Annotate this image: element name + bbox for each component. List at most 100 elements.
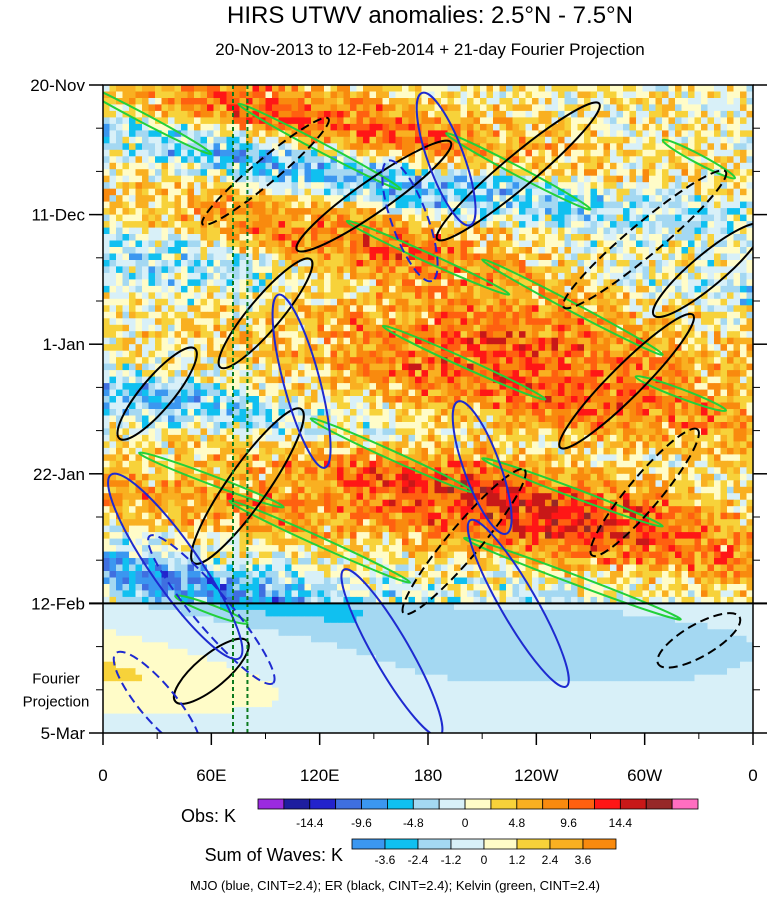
field-cell — [493, 337, 500, 345]
field-cell — [642, 162, 650, 170]
field-cell — [181, 98, 188, 105]
field-cell — [304, 363, 312, 371]
field-cell — [389, 188, 396, 196]
field-cell — [239, 98, 247, 105]
field-cell — [727, 104, 734, 112]
field-cell — [148, 188, 156, 196]
field-cell — [610, 156, 617, 164]
field-cell — [577, 85, 585, 92]
field-cell — [454, 201, 461, 209]
field-cell — [122, 253, 130, 261]
field-cell — [317, 324, 325, 332]
field-cell — [369, 91, 377, 99]
field-cell — [252, 130, 260, 138]
field-cell — [187, 285, 195, 293]
field-cell — [668, 389, 676, 397]
field-cell — [408, 389, 416, 397]
field-cell — [428, 279, 435, 287]
field-cell — [707, 318, 715, 326]
field-cell — [337, 169, 344, 177]
field-cell — [584, 117, 591, 125]
field-cell — [317, 311, 325, 319]
field-cell — [252, 370, 260, 377]
field-cell — [538, 214, 546, 222]
field-cell — [662, 266, 669, 274]
field-cell — [226, 305, 234, 313]
field-cell — [369, 162, 377, 170]
field-cell — [369, 188, 377, 196]
field-cell — [649, 370, 656, 377]
field-cell — [584, 357, 591, 365]
field-cell — [226, 234, 234, 241]
field-cell — [389, 247, 396, 254]
field-cell — [473, 117, 481, 125]
field-cell — [278, 389, 286, 397]
field-cell — [161, 221, 169, 228]
field-cell — [402, 266, 409, 274]
field-cell — [103, 266, 110, 274]
field-cell — [337, 110, 344, 118]
field-cell — [278, 182, 286, 190]
field-cell — [122, 292, 130, 300]
field-cell — [629, 266, 637, 274]
field-cell — [512, 324, 520, 332]
field-cell — [220, 279, 227, 287]
field-cell — [623, 234, 630, 241]
field-cell — [408, 318, 416, 326]
field-cell — [473, 350, 481, 358]
field-cell — [324, 396, 331, 403]
field-cell — [746, 363, 753, 371]
field-cell — [376, 298, 383, 306]
field-cell — [369, 195, 377, 203]
field-cell — [473, 389, 481, 397]
field-cell — [337, 357, 344, 365]
field-cell — [181, 298, 188, 306]
field-cell — [493, 98, 500, 105]
field-cell — [532, 162, 539, 170]
field-cell — [597, 201, 604, 209]
field-cell — [616, 136, 624, 144]
field-cell — [220, 117, 227, 125]
field-cell — [369, 344, 377, 352]
field-cell — [337, 162, 344, 170]
field-cell — [688, 402, 695, 410]
field-cell — [246, 91, 253, 99]
field-cell — [668, 162, 676, 170]
field-cell — [213, 272, 221, 280]
field-cell — [285, 402, 292, 410]
field-cell — [116, 298, 123, 306]
field-cell — [551, 143, 559, 151]
field-cell — [629, 272, 637, 280]
field-cell — [707, 130, 715, 138]
field-cell — [623, 344, 630, 352]
field-cell — [272, 201, 279, 209]
field-cell — [636, 370, 643, 377]
field-cell — [707, 182, 715, 190]
field-cell — [720, 266, 728, 274]
field-cell — [265, 285, 273, 293]
field-cell — [746, 85, 753, 92]
field-cell — [330, 169, 338, 177]
field-cell — [239, 117, 247, 125]
field-cell — [174, 110, 182, 118]
field-cell — [454, 91, 461, 99]
field-cell — [408, 363, 416, 371]
field-cell — [155, 234, 162, 241]
field-cell — [337, 247, 344, 254]
field-cell — [603, 143, 611, 151]
field-cell — [194, 292, 201, 300]
field-cell — [272, 324, 279, 332]
field-cell — [291, 201, 299, 209]
field-cell — [181, 247, 188, 254]
field-cell — [239, 298, 247, 306]
field-cell — [220, 298, 227, 306]
field-cell — [519, 350, 526, 358]
field-cell — [148, 370, 156, 377]
field-cell — [590, 266, 598, 274]
field-cell — [584, 383, 591, 390]
field-cell — [525, 357, 533, 365]
field-cell — [493, 383, 500, 390]
field-cell — [629, 208, 637, 215]
field-cell — [330, 344, 338, 352]
field-cell — [623, 110, 630, 118]
